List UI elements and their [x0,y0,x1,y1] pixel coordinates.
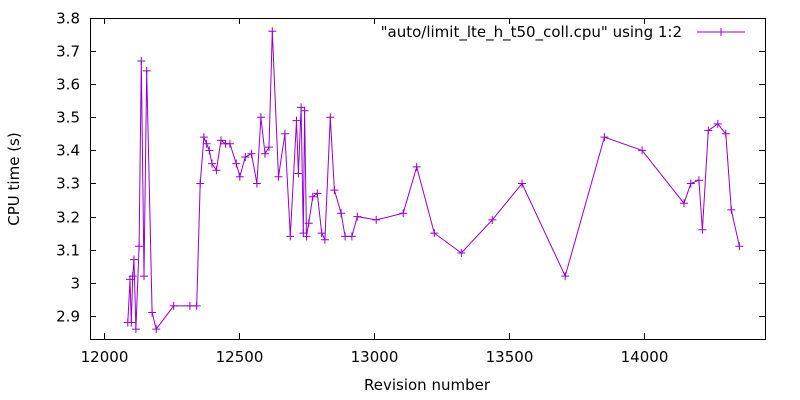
data-point [686,179,695,188]
data-point [713,119,722,128]
data-point [148,308,157,317]
data-point [142,66,151,75]
data-point [561,272,570,281]
data-point [698,225,707,234]
data-point [169,301,178,310]
data-point [274,172,283,181]
data-point [199,133,208,142]
data-point [638,146,647,155]
data-point [268,27,277,36]
data-point [704,126,713,135]
data-point [127,318,136,327]
data-point [152,325,161,334]
data-point [341,232,350,241]
data-point [232,159,241,168]
x-tick-label: 14000 [621,348,669,366]
data-point [140,272,148,281]
data-point [457,249,466,257]
data-point [430,229,439,238]
data-point [205,146,214,155]
data-point [317,229,326,238]
y-tick-label: 3.2 [56,209,80,227]
series-line [127,31,740,331]
series-markers [123,27,744,334]
data-point [217,136,225,145]
data-point [294,169,303,178]
tick-labels: 2.9 3 3.1 3.2 3.3 3.4 3.5 3.6 3.7 3.8 12000 12500 13… [56,10,668,367]
data-point [247,149,256,158]
data-point [300,106,309,115]
data-point [241,153,250,161]
y-tick-label: 3 [70,275,80,293]
legend-label: "auto/limit_lte_h_t50_coll.cpu" using 1:… [381,23,682,42]
data-point [727,205,736,214]
y-tick-label: 3.7 [56,43,80,61]
data-point [128,272,137,281]
data-point [694,176,703,185]
x-tick-label: 12500 [216,348,264,366]
data-point [286,232,295,241]
data-point [600,133,609,142]
data-point [131,325,140,334]
data-point [326,113,335,122]
data-point [185,301,194,310]
data-point [202,139,211,148]
data-point [196,179,205,188]
data-point [412,162,421,171]
y-tick-label: 3.8 [56,10,80,28]
data-point [721,129,730,138]
data-point [735,242,744,251]
data-point [347,232,356,241]
data-point [130,255,138,264]
x-tick-label: 13500 [486,348,534,366]
y-tick-label: 3.5 [56,109,80,127]
data-point [337,209,346,218]
data-point [304,219,313,228]
data-point [135,242,144,251]
data-point [292,116,301,125]
data-point [308,192,317,201]
y-tick-label: 3.6 [56,76,80,94]
x-axis-label: Revision number [364,376,491,394]
data-point [518,179,526,188]
data-point [235,172,244,181]
data-point [261,149,269,158]
series-layer [123,27,744,334]
data-point [353,212,362,221]
y-tick-label: 3.3 [56,175,80,193]
plot-frame [90,18,766,340]
data-point [280,129,289,138]
y-tick-label: 2.9 [56,308,80,326]
data-point [265,143,273,152]
data-point [330,186,339,195]
data-point [299,229,308,238]
data-point [192,301,201,310]
y-tick-label: 3.1 [56,242,80,260]
data-point [225,139,234,148]
legend-marker [717,28,725,36]
data-point [297,103,306,112]
y-axis-label: CPU time (s) [5,132,23,225]
y-tick-label: 3.4 [56,142,80,160]
data-point [372,215,381,224]
data-point [208,159,216,168]
x-tick-label: 13000 [351,348,399,366]
data-point [302,232,311,241]
data-point [212,166,221,175]
data-point [320,235,329,244]
legend: "auto/limit_lte_h_t50_coll.cpu" using 1:… [381,23,745,42]
data-point [399,209,408,218]
data-point [488,215,497,224]
data-point [252,179,261,188]
data-point [680,199,688,208]
data-point [313,189,322,198]
data-point [256,113,265,122]
x-tick-label: 12000 [81,348,129,366]
data-point [137,57,146,65]
